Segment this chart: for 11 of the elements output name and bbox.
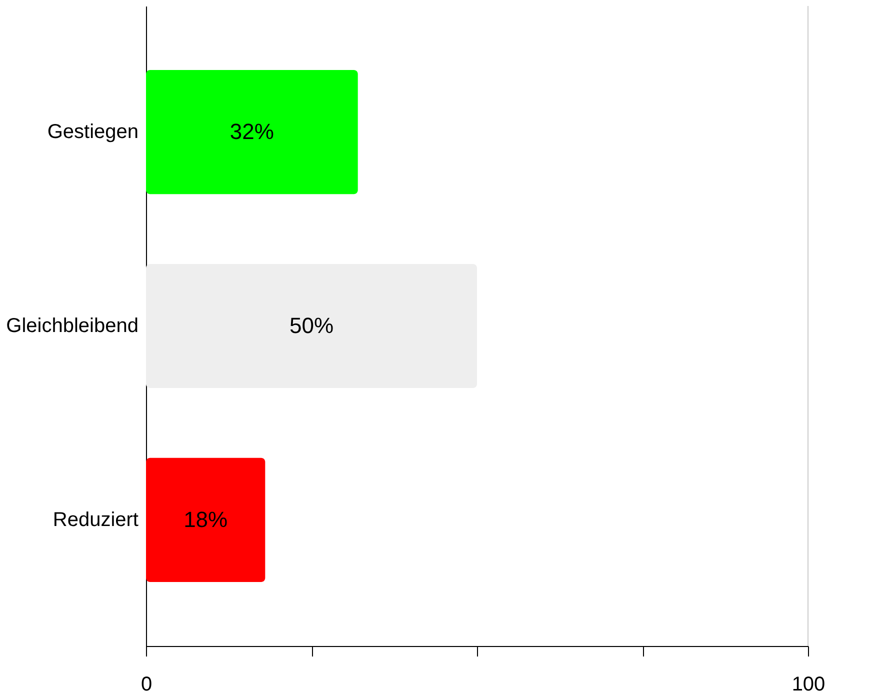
x-tick-label: 100 (792, 674, 826, 696)
data-label: 32% (230, 119, 274, 144)
bar (146, 70, 358, 194)
y-tick-label: Reduziert (52, 508, 139, 531)
y-tick-label: Gestiegen (47, 121, 138, 144)
data-label: 18% (184, 506, 228, 532)
data-label: 50% (289, 313, 334, 338)
bar (146, 458, 266, 582)
x-tick-label: 0 (140, 674, 152, 696)
bar (146, 264, 477, 388)
y-tick-label: Gleichbleibend (6, 315, 138, 337)
